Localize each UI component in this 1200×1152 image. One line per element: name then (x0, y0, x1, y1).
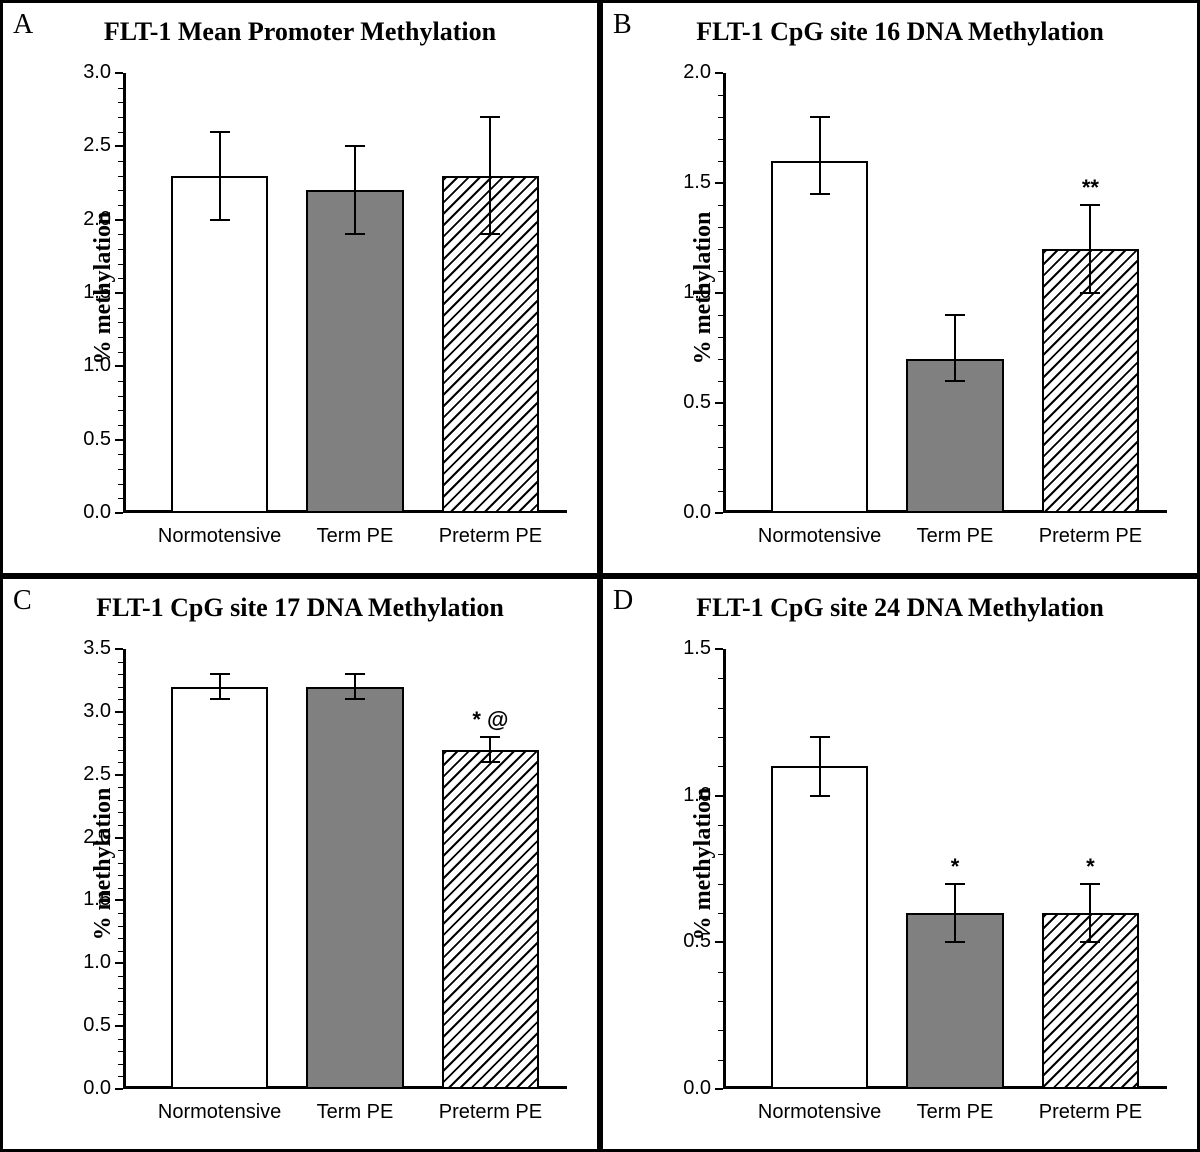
bar (306, 687, 404, 1089)
panel-A: AFLT-1 Mean Promoter Methylation% methyl… (0, 0, 600, 576)
y-tick-label: 2.0 (671, 61, 711, 84)
bar (906, 359, 1004, 513)
bar (306, 190, 404, 513)
y-tick-label: 3.0 (71, 61, 111, 84)
y-tick-label: 2.5 (71, 134, 111, 157)
panel-title: FLT-1 CpG site 17 DNA Methylation (3, 593, 597, 623)
y-tick-label: 0.0 (71, 501, 111, 524)
panel-C: CFLT-1 CpG site 17 DNA Methylation% meth… (0, 576, 600, 1152)
x-category-label: Preterm PE (1039, 525, 1142, 548)
bar (771, 161, 869, 513)
y-tick-label: 1.0 (71, 354, 111, 377)
plot-area: 0.00.51.01.52.0NormotensiveTerm PE**Pret… (723, 73, 1167, 513)
x-category-label: Term PE (917, 525, 994, 548)
figure-root: AFLT-1 Mean Promoter Methylation% methyl… (0, 0, 1200, 1152)
significance-annotation: * (951, 854, 960, 880)
x-category-label: Term PE (317, 525, 394, 548)
bar (171, 176, 269, 513)
y-tick-label: 1.5 (671, 171, 711, 194)
significance-annotation: ** (1082, 175, 1099, 201)
panel-B: BFLT-1 CpG site 16 DNA Methylation% meth… (600, 0, 1200, 576)
y-tick-label: 0.5 (671, 391, 711, 414)
panel-title: FLT-1 CpG site 16 DNA Methylation (603, 17, 1197, 47)
x-category-label: Normotensive (158, 525, 281, 548)
y-tick-label: 1.0 (671, 784, 711, 807)
significance-annotation: * (1086, 854, 1095, 880)
panel-title: FLT-1 Mean Promoter Methylation (3, 17, 597, 47)
y-tick-label: 0.5 (71, 428, 111, 451)
x-category-label: Term PE (917, 1101, 994, 1124)
y-tick-label: 3.5 (71, 637, 111, 660)
y-tick-label: 2.5 (71, 763, 111, 786)
y-tick-label: 0.0 (71, 1077, 111, 1100)
y-tick-label: 2.0 (71, 826, 111, 849)
y-tick-label: 1.5 (671, 637, 711, 660)
plot-area: 0.00.51.01.5Normotensive*Term PE*Preterm… (723, 649, 1167, 1089)
x-category-label: Normotensive (158, 1101, 281, 1124)
y-tick-label: 0.5 (71, 1014, 111, 1037)
y-tick-label: 1.5 (71, 281, 111, 304)
y-axis-label: % methylation (90, 788, 117, 941)
bar (771, 766, 869, 1089)
x-category-label: Preterm PE (439, 525, 542, 548)
panel-D: DFLT-1 CpG site 24 DNA Methylation% meth… (600, 576, 1200, 1152)
plot-area: 0.00.51.01.52.02.53.03.5NormotensiveTerm… (123, 649, 567, 1089)
y-tick-label: 2.0 (71, 208, 111, 231)
y-tick-label: 3.0 (71, 700, 111, 723)
y-axis-label: % methylation (690, 788, 717, 941)
panel-grid: AFLT-1 Mean Promoter Methylation% methyl… (0, 0, 1200, 1152)
plot-area: 0.00.51.01.52.02.53.0NormotensiveTerm PE… (123, 73, 567, 513)
x-category-label: Preterm PE (439, 1101, 542, 1124)
y-tick-label: 1.5 (71, 888, 111, 911)
y-tick-label: 1.0 (671, 281, 711, 304)
x-category-label: Normotensive (758, 525, 881, 548)
x-category-label: Normotensive (758, 1101, 881, 1124)
y-tick-label: 0.0 (671, 1077, 711, 1100)
y-tick-label: 0.0 (671, 501, 711, 524)
significance-annotation: * @ (472, 707, 508, 733)
bar (171, 687, 269, 1089)
bar (442, 750, 540, 1089)
x-category-label: Preterm PE (1039, 1101, 1142, 1124)
y-tick-label: 0.5 (671, 930, 711, 953)
y-tick-label: 1.0 (71, 951, 111, 974)
panel-title: FLT-1 CpG site 24 DNA Methylation (603, 593, 1197, 623)
x-category-label: Term PE (317, 1101, 394, 1124)
